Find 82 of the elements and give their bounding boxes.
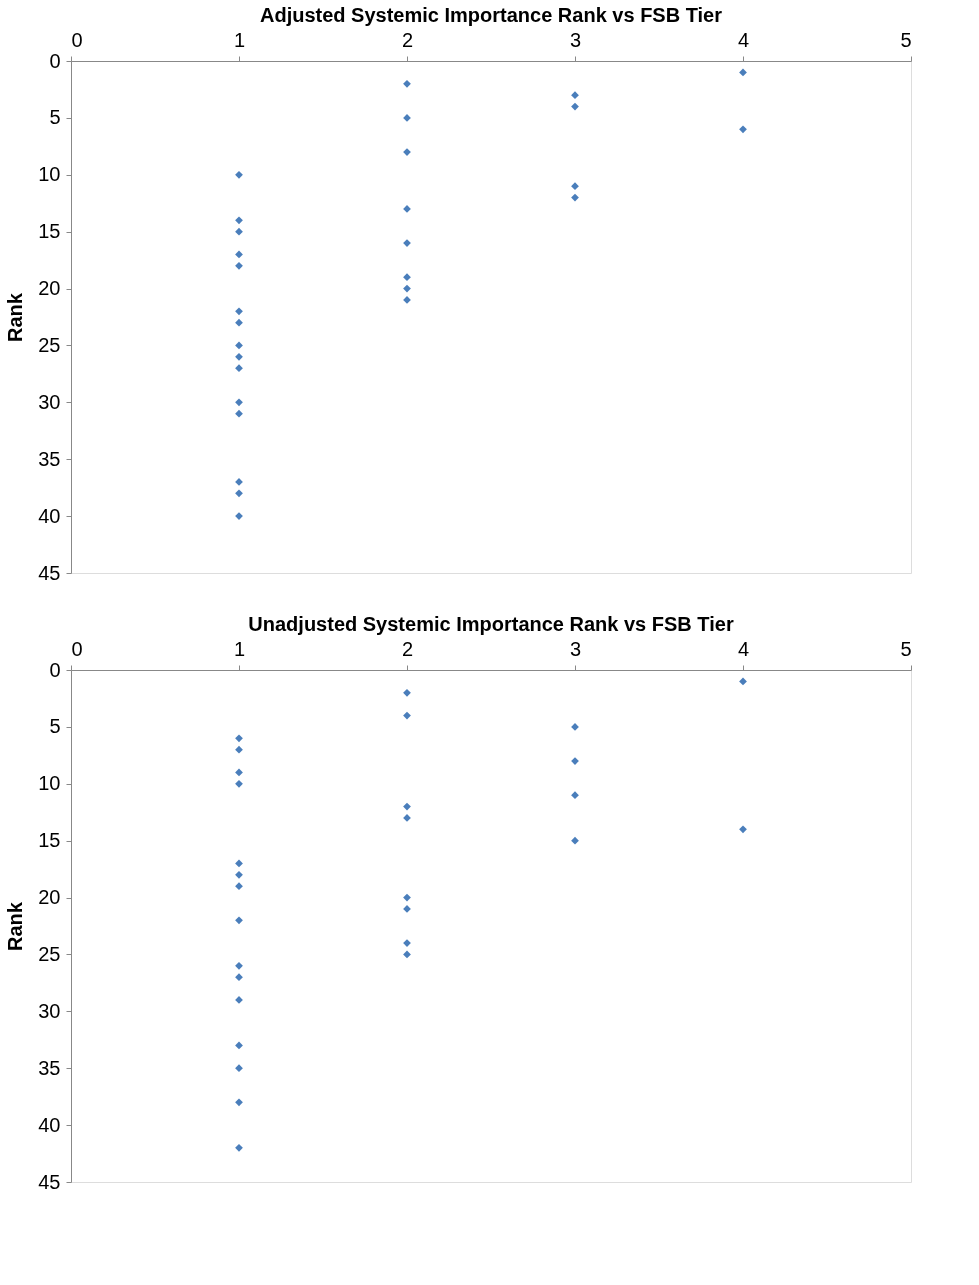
chart-title: Adjusted Systemic Importance Rank vs FSB Tier: [259, 4, 723, 26]
point: [571, 791, 579, 800]
y-tick-label: 25: [38, 333, 61, 356]
point: [739, 125, 747, 134]
point: [235, 734, 243, 743]
x-tick-label: 0: [71, 637, 83, 660]
point: [235, 916, 243, 925]
point: [235, 307, 243, 316]
y-tick-label: 40: [38, 504, 61, 527]
y-tick-label: 15: [38, 829, 61, 852]
y-tick-label: 10: [38, 772, 61, 795]
point: [739, 68, 747, 77]
x-tick-label: 1: [233, 28, 246, 51]
point: [235, 227, 243, 236]
y-tick-label: 40: [38, 1113, 61, 1136]
point: [235, 398, 243, 407]
point: [403, 79, 411, 88]
y-tick-label: 45: [38, 561, 61, 584]
y-tick-label: 0: [49, 49, 61, 72]
point: [235, 364, 243, 373]
y-tick-label: 30: [38, 390, 61, 413]
point: [235, 870, 243, 879]
point: [235, 1041, 243, 1050]
point: [403, 273, 411, 282]
y-axis-title: Rank: [4, 901, 27, 951]
point: [235, 961, 243, 970]
point: [571, 723, 579, 731]
point: [235, 409, 243, 418]
point: [403, 711, 411, 720]
x-tick-label: 4: [737, 637, 750, 660]
x-tick-label: 5: [900, 28, 912, 51]
point: [403, 950, 411, 959]
point: [235, 170, 243, 179]
point: [235, 1064, 243, 1073]
point: [235, 352, 243, 361]
y-tick-label: 45: [38, 1170, 61, 1193]
y-tick-label: 5: [49, 715, 61, 738]
point: [235, 973, 243, 982]
point: [235, 745, 243, 754]
point: [739, 825, 747, 834]
point: [235, 859, 243, 868]
point: [235, 216, 243, 225]
point: [571, 193, 579, 202]
x-tick-label: 3: [569, 28, 582, 51]
y-tick-label: 20: [38, 886, 61, 909]
x-tick-label: 2: [401, 28, 414, 51]
x-tick-label: 3: [569, 637, 582, 660]
point: [235, 1143, 243, 1152]
point: [235, 489, 243, 498]
x-tick-label: 1: [233, 637, 246, 660]
y-tick-label: 15: [38, 220, 61, 243]
point: [403, 688, 411, 697]
x-tick-label: 0: [71, 28, 83, 51]
point: [571, 102, 579, 111]
point: [403, 893, 411, 902]
point: [235, 250, 243, 259]
point: [403, 114, 411, 122]
y-tick-label: 5: [49, 106, 61, 129]
y-tick-label: 35: [38, 1056, 61, 1079]
y-axis-title: Rank: [4, 292, 27, 342]
y-tick-label: 25: [38, 942, 61, 965]
point: [571, 182, 579, 191]
y-tick-label: 30: [38, 999, 61, 1022]
x-tick-label: 2: [401, 637, 414, 660]
point: [403, 284, 411, 293]
point: [403, 802, 411, 811]
y-tick-label: 35: [38, 447, 61, 470]
x-tick-label: 4: [737, 28, 750, 51]
y-tick-label: 20: [38, 277, 61, 300]
point: [235, 261, 243, 270]
y-tick-label: 0: [49, 658, 61, 681]
point: [235, 1098, 243, 1107]
point: [739, 677, 747, 686]
point: [571, 836, 579, 845]
chart-title: Unadjusted Systemic Importance Rank vs FSB Tier: [248, 613, 734, 635]
x-tick-label: 5: [900, 637, 912, 660]
point: [235, 882, 243, 891]
point: [235, 318, 243, 327]
y-tick-label: 10: [38, 163, 61, 186]
point: [235, 341, 243, 350]
point: [235, 779, 243, 788]
point: [235, 768, 243, 777]
